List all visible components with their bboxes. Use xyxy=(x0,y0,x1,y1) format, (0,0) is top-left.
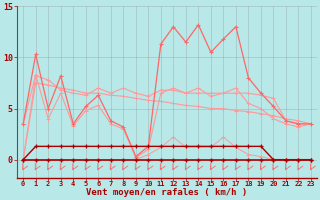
X-axis label: Vent moyen/en rafales ( km/h ): Vent moyen/en rafales ( km/h ) xyxy=(86,188,248,197)
